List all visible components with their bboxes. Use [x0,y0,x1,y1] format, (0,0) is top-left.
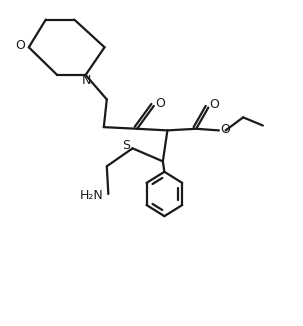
Text: O: O [220,123,230,136]
Text: H₂N: H₂N [80,189,104,202]
Text: O: O [209,98,219,111]
Text: O: O [15,39,25,52]
Text: S: S [122,139,130,152]
Text: O: O [155,97,165,110]
Text: N: N [82,74,91,87]
